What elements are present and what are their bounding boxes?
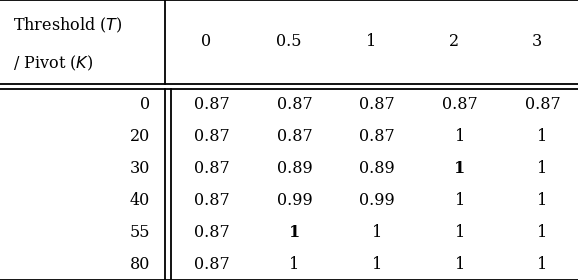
- Text: 1: 1: [538, 256, 547, 273]
- Text: 1: 1: [455, 224, 465, 241]
- Text: 0.87: 0.87: [194, 256, 229, 273]
- Text: 0: 0: [140, 96, 150, 113]
- Text: 0.87: 0.87: [360, 96, 395, 113]
- Text: 0.87: 0.87: [194, 96, 229, 113]
- Text: 1: 1: [454, 160, 465, 177]
- Text: 1: 1: [455, 128, 465, 145]
- Text: 1: 1: [538, 128, 547, 145]
- Text: 0.87: 0.87: [360, 128, 395, 145]
- Text: 1: 1: [538, 192, 547, 209]
- Text: 55: 55: [130, 224, 150, 241]
- Text: 0.99: 0.99: [360, 192, 395, 209]
- Text: 0.87: 0.87: [525, 96, 560, 113]
- Text: 1: 1: [289, 224, 300, 241]
- Text: 80: 80: [130, 256, 150, 273]
- Text: 1: 1: [455, 256, 465, 273]
- Text: 40: 40: [130, 192, 150, 209]
- Text: 0.5: 0.5: [276, 34, 302, 50]
- Text: 1: 1: [455, 192, 465, 209]
- Text: 0.87: 0.87: [194, 192, 229, 209]
- Text: 30: 30: [130, 160, 150, 177]
- Text: 0.89: 0.89: [277, 160, 312, 177]
- Text: 1: 1: [538, 224, 547, 241]
- Text: 0.99: 0.99: [277, 192, 312, 209]
- Text: 20: 20: [130, 128, 150, 145]
- Text: 1: 1: [538, 160, 547, 177]
- Text: 0: 0: [201, 34, 211, 50]
- Text: 0.87: 0.87: [194, 224, 229, 241]
- Text: 0.87: 0.87: [194, 128, 229, 145]
- Text: 1: 1: [290, 256, 299, 273]
- Text: 0.87: 0.87: [194, 160, 229, 177]
- Text: 3: 3: [532, 34, 542, 50]
- Text: 1: 1: [372, 224, 382, 241]
- Text: 0.87: 0.87: [442, 96, 477, 113]
- Text: 0.89: 0.89: [360, 160, 395, 177]
- Text: 0.87: 0.87: [277, 96, 312, 113]
- Text: Threshold ($T$): Threshold ($T$): [13, 16, 123, 35]
- Text: 1: 1: [366, 34, 376, 50]
- Text: 1: 1: [372, 256, 382, 273]
- Text: 0.87: 0.87: [277, 128, 312, 145]
- Text: / Pivot ($K$): / Pivot ($K$): [13, 53, 94, 73]
- Text: 2: 2: [449, 34, 459, 50]
